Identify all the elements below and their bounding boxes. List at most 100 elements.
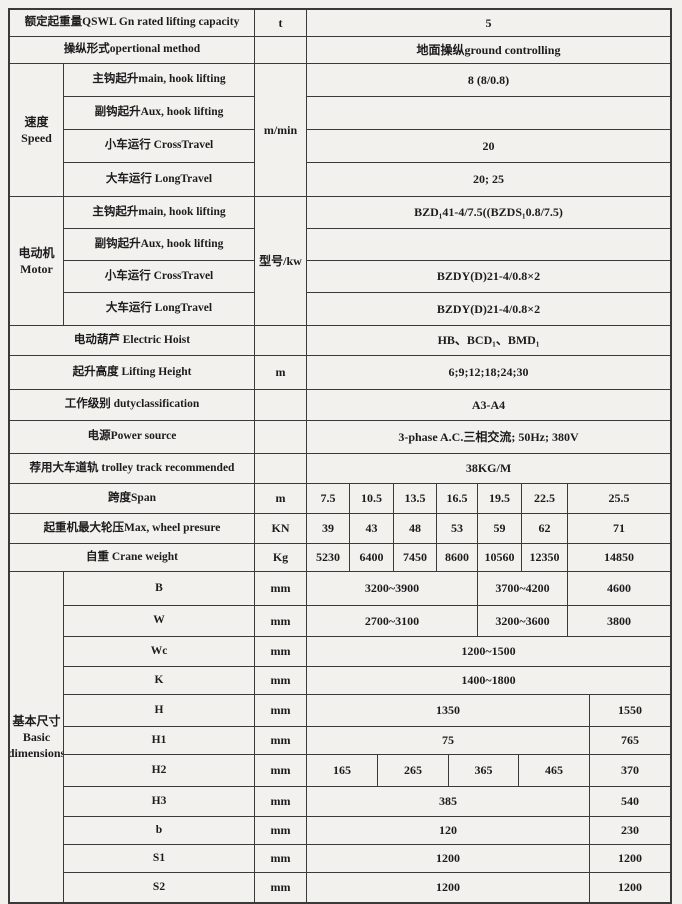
unit-cell-H1: mm [255,727,307,754]
row-label-operational-method: 操纵形式opertional method [10,37,255,63]
value-cell: 365 [449,755,519,786]
section-power-source: 电源Power source 3-phase A.C.三相交流; 50Hz; 38… [10,421,670,454]
value-cell: 8600 [437,544,478,571]
value-cell-aux-hook [307,229,670,261]
section-rated-capacity: 额定起重量QSWL Gn rated lifting capacity t 5 [10,10,670,37]
row-label-cross-travel: 小车运行 CrossTravel [64,130,255,163]
dim-row-Wc: Wc mm 1200~1500 [64,637,670,667]
value-cell: 7450 [394,544,437,571]
value-cells-H3: 385 540 [307,787,670,816]
value-cell: 10.5 [350,484,394,513]
value-cell: 765 [621,733,639,748]
value-cells-trolley-track: 38KG/M [307,454,670,483]
unit-cell-H: mm [255,695,307,726]
value-cell-cross-travel: BZDY(D)21-4/0.8×2 [307,261,670,293]
value-cell: 1200 [307,873,590,902]
unit-cell-duty-classification [255,390,307,420]
unit-cell-span: m [255,484,307,513]
value-cell: 地面操纵ground controlling [416,42,561,57]
value-cells-H: 1350 1550 [307,695,670,726]
value-cell-aux-hook [307,97,670,130]
value-cells-duty-classification: A3-A4 [307,390,670,420]
value-cells-K: 1400~1800 [307,667,670,694]
group-label-speed: 速度 Speed [10,64,64,196]
section-crane-weight: 自重 Crane weight Kg 5230 6400 7450 8600 10560 12… [10,544,670,572]
value-cell: 43 [350,514,394,543]
section-lifting-height: 起升高度 Lifting Height m 6;9;12;18;24;30 [10,356,670,390]
value-cell: 165 [307,755,378,786]
row-label-lifting-height: 起升高度 Lifting Height [10,356,255,389]
value-cell: 5 [485,15,492,30]
value-cells-rated-capacity: 5 [307,10,670,36]
value-cell: 465 [519,755,590,786]
unit-cell-rated-capacity: t [255,10,307,36]
row-label-S2: S2 [64,873,255,902]
row-label-power-source: 电源Power source [10,421,255,453]
unit-cell-K: mm [255,667,307,694]
value-cell: 1200~1500 [461,644,516,659]
value-column-motor: BZD₁41-4/7.5((BZDS₁0.8/7.5) BZDY(D)21-4/0… [307,197,670,325]
value-cell: 22.5 [522,484,568,513]
value-cell: 3200~3900 [307,572,478,605]
value-cells-wheel-pressure: 39 43 48 53 59 62 71 [307,514,670,543]
value-cells-H1: 75 765 [307,727,670,754]
value-column-speed: 8 (8/0.8) 20 20; 25 [307,64,670,196]
section-operational-method: 操纵形式opertional method 地面操纵ground controll… [10,37,670,64]
value-cell: 5230 [307,544,350,571]
value-cell: 3800 [607,613,631,628]
value-cell: 1400~1800 [461,673,516,688]
value-cell: HB、BCD₁、BMD₁ [437,333,540,348]
value-cell: 48 [394,514,437,543]
value-cell: 3-phase A.C.三相交流; 50Hz; 380V [398,429,579,444]
value-cell: 62 [522,514,568,543]
value-cell: 230 [621,823,639,838]
unit-cell-W: mm [255,606,307,636]
unit-cell-B: mm [255,572,307,605]
value-cell: 120 [307,817,590,844]
row-label-H3: H3 [64,787,255,816]
row-label-main-hook: 主钩起升main, hook lifting [64,197,255,229]
unit-cell-b: mm [255,817,307,844]
value-cell: 1350 [307,695,590,726]
row-label-long-travel: 大车运行 LongTravel [64,163,255,196]
dim-row-H1: H1 mm 75 765 [64,727,670,755]
value-cell: 1200 [618,880,642,895]
unit-cell-power-source [255,421,307,453]
row-label-cross-travel: 小车运行 CrossTravel [64,261,255,293]
value-cells-operational-method: 地面操纵ground controlling [307,37,670,63]
group-label-basic-dimensions: 基本尺寸 Basic dimensions [10,572,64,902]
crane-spec-table: 额定起重量QSWL Gn rated lifting capacity t 5 操纵形… [8,8,672,904]
value-cells-span: 7.5 10.5 13.5 16.5 19.5 22.5 25.5 [307,484,670,513]
unit-cell-electric-hoist [255,326,307,355]
value-cell: 1550 [618,703,642,718]
row-label-b: b [64,817,255,844]
row-label-S1: S1 [64,845,255,872]
unit-cell-lifting-height: m [255,356,307,389]
dim-row-S1: S1 mm 1200 1200 [64,845,670,873]
value-cell-main-hook: BZD₁41-4/7.5((BZDS₁0.8/7.5) [307,197,670,229]
value-cell: 2700~3100 [307,606,478,636]
value-cell: 7.5 [307,484,350,513]
value-cell-long-travel: BZDY(D)21-4/0.8×2 [436,301,541,316]
section-trolley-track: 荐用大车道轨 trolley track recommended 38KG/M [10,454,670,484]
value-cell: 16.5 [437,484,478,513]
value-cell: 53 [437,514,478,543]
value-cells-W: 2700~3100 3200~3600 3800 [307,606,670,636]
section-duty-classification: 工作级别 dutyclassification A3-A4 [10,390,670,421]
value-cell: 370 [621,763,639,778]
row-label-H2: H2 [64,755,255,786]
row-label-aux-hook: 副钩起升Aux, hook lifting [64,229,255,261]
label-column-motor: 主钩起升main, hook lifting 副钩起升Aux, hook lift… [64,197,255,325]
row-label-aux-hook: 副钩起升Aux, hook lifting [64,97,255,130]
value-cell: 3700~4200 [478,572,568,605]
value-cell: 13.5 [394,484,437,513]
unit-cell-H3: mm [255,787,307,816]
value-cell: 540 [621,794,639,809]
section-electric-hoist: 电动葫芦 Electric Hoist HB、BCD₁、BMD₁ [10,326,670,356]
value-cells-power-source: 3-phase A.C.三相交流; 50Hz; 380V [307,421,670,453]
unit-cell-operational-method [255,37,307,63]
